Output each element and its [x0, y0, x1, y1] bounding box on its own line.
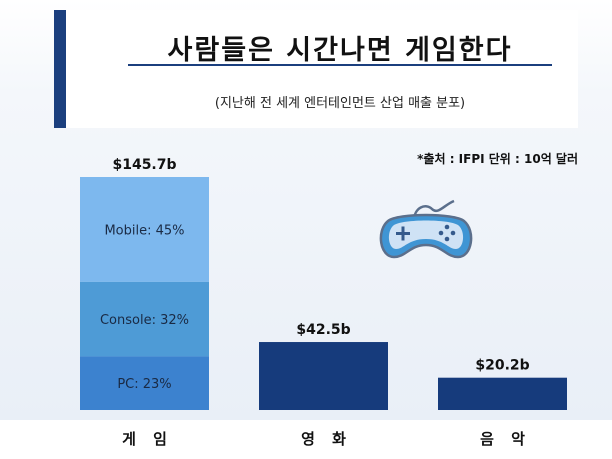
segment-label-mobile: Mobile: 45% — [104, 223, 184, 238]
header-accent-bar — [54, 10, 66, 128]
page-title: 사람들은 시간나면 게임한다 — [167, 35, 513, 66]
value-label-0: $145.7b — [112, 157, 176, 173]
category-label-2: 음 악 — [480, 430, 531, 448]
category-label-0: 게 임 — [122, 430, 173, 448]
value-label-1: $42.5b — [296, 322, 350, 338]
header-card — [54, 10, 578, 128]
title-underline — [128, 64, 552, 66]
bar-2 — [438, 377, 567, 410]
page-subtitle: (지난해 전 세계 엔터테인먼트 산업 매출 분포) — [214, 96, 466, 111]
bar-segment-pc — [80, 356, 209, 410]
bar-segment-console — [80, 281, 209, 357]
segment-label-pc: PC: 23% — [117, 377, 171, 392]
segment-label-console: Console: 32% — [100, 313, 189, 328]
source-note: *출처 : IFPI 단위 : 10억 달러 — [417, 152, 578, 166]
bar-segment-mobile — [80, 177, 209, 282]
game-controller-icon — [374, 195, 478, 265]
bar-1 — [259, 342, 388, 410]
value-label-2: $20.2b — [475, 358, 529, 374]
category-label-1: 영 화 — [301, 430, 352, 448]
